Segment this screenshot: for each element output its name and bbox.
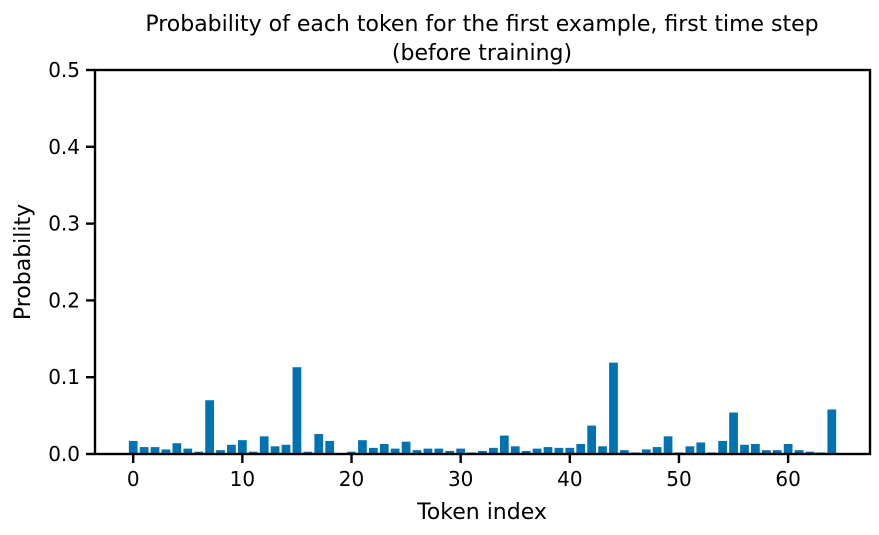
bar-token-45 bbox=[620, 450, 629, 454]
bar-token-3 bbox=[161, 449, 171, 454]
bar-token-2 bbox=[150, 447, 160, 454]
bar-token-13 bbox=[270, 446, 280, 454]
x-tick-label: 10 bbox=[230, 467, 255, 491]
bar-token-0 bbox=[128, 440, 138, 454]
y-tick-label: 0.3 bbox=[48, 212, 80, 236]
bar-token-4 bbox=[172, 443, 182, 454]
bar-token-36 bbox=[521, 450, 531, 454]
bar-token-47 bbox=[641, 449, 651, 454]
bar-token-35 bbox=[510, 446, 520, 454]
bar-token-57 bbox=[751, 444, 760, 454]
x-tick-label: 60 bbox=[775, 467, 800, 491]
bar-token-38 bbox=[543, 447, 553, 454]
x-tick-label: 20 bbox=[339, 467, 364, 491]
bar-token-59 bbox=[772, 450, 782, 454]
y-tick-label: 0.1 bbox=[48, 365, 80, 389]
bar-token-27 bbox=[423, 448, 433, 454]
x-axis-label: Token index bbox=[416, 500, 547, 525]
bar-token-42 bbox=[587, 425, 597, 454]
bar-token-54 bbox=[718, 440, 727, 454]
bar-token-8 bbox=[216, 450, 225, 454]
bar-token-26 bbox=[412, 450, 422, 454]
y-axis-ticks: 0.0 0.1 0.2 0.3 0.4 0.5 bbox=[48, 58, 95, 466]
bar-token-18 bbox=[325, 440, 335, 454]
y-tick-label: 0.5 bbox=[48, 58, 80, 82]
y-tick-label: 0.4 bbox=[48, 135, 80, 159]
x-tick-label: 30 bbox=[448, 467, 473, 491]
bar-token-1 bbox=[139, 447, 149, 454]
bar-token-21 bbox=[358, 440, 367, 454]
bar-token-58 bbox=[761, 450, 771, 454]
bar-token-23 bbox=[379, 444, 389, 454]
bar-token-44 bbox=[609, 362, 618, 454]
bar-token-43 bbox=[598, 446, 607, 454]
x-tick-label: 50 bbox=[666, 467, 691, 491]
chart-title-line2: (before training) bbox=[392, 41, 572, 66]
bar-token-55 bbox=[729, 412, 738, 454]
bar-token-41 bbox=[576, 444, 586, 454]
bar-token-28 bbox=[434, 448, 444, 454]
bar-token-14 bbox=[281, 444, 291, 454]
bar-token-25 bbox=[401, 441, 411, 454]
bar-token-7 bbox=[205, 400, 214, 454]
y-axis-label: Probability bbox=[11, 204, 36, 320]
bar-token-39 bbox=[554, 447, 564, 454]
bar-token-17 bbox=[314, 434, 324, 454]
y-tick-label: 0.2 bbox=[48, 288, 80, 312]
bar-token-34 bbox=[499, 435, 509, 454]
bar-token-56 bbox=[740, 444, 749, 454]
bar-token-48 bbox=[652, 447, 662, 454]
y-tick-label: 0.0 bbox=[48, 442, 80, 466]
bar-token-32 bbox=[478, 450, 487, 454]
bar-token-49 bbox=[663, 436, 673, 454]
bar-token-61 bbox=[794, 450, 804, 454]
bar-token-60 bbox=[783, 444, 793, 454]
bar-token-40 bbox=[565, 447, 575, 454]
chart-title-line1: Probability of each token for the first … bbox=[145, 12, 818, 37]
plot-frame bbox=[93, 68, 872, 456]
bars-group bbox=[128, 362, 837, 454]
bar-token-33 bbox=[489, 447, 498, 454]
bar-token-9 bbox=[227, 444, 236, 454]
bar-token-12 bbox=[259, 436, 269, 454]
bar-token-64 bbox=[827, 409, 837, 454]
x-tick-label: 0 bbox=[127, 467, 140, 491]
bar-token-5 bbox=[183, 448, 193, 454]
bar-token-10 bbox=[237, 440, 247, 454]
x-tick-label: 40 bbox=[557, 467, 582, 491]
bar-token-51 bbox=[685, 446, 695, 454]
bar-token-15 bbox=[292, 367, 302, 454]
bar-token-37 bbox=[532, 448, 542, 454]
x-axis-ticks: 0 10 20 30 40 50 60 bbox=[127, 454, 801, 491]
bar-token-29 bbox=[445, 450, 455, 454]
bar-token-24 bbox=[390, 448, 400, 454]
bar-token-22 bbox=[368, 447, 378, 454]
bar-token-52 bbox=[696, 442, 706, 454]
bar-token-30 bbox=[456, 448, 466, 454]
